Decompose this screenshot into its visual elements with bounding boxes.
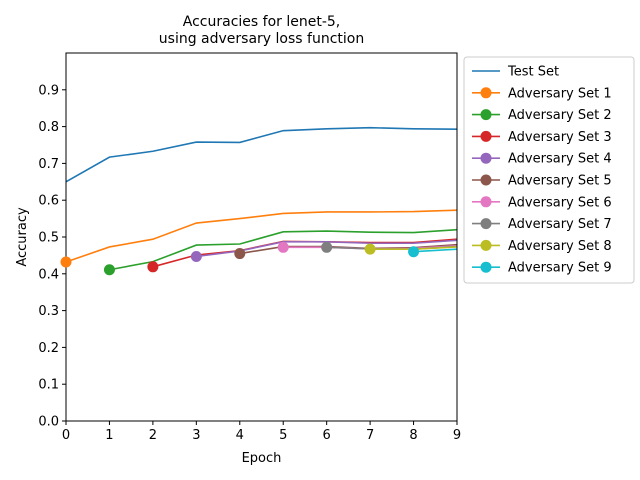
x-tick-label: 6: [323, 428, 331, 443]
legend-label: Adversary Set 3: [508, 130, 612, 145]
series-line: [109, 228, 457, 271]
legend-item: Adversary Set 9: [472, 261, 612, 276]
chart-title: Accuracies for lenet-5,using adversary l…: [159, 14, 364, 47]
chart-title-line: Accuracies for lenet-5,: [183, 14, 340, 30]
legend-label: Adversary Set 2: [508, 108, 612, 123]
legend-label: Adversary Set 8: [508, 239, 612, 254]
legend-label: Adversary Set 9: [508, 261, 612, 276]
legend: Test Set Adversary Set 1 Adversary Set 2 Ad…: [463, 56, 635, 284]
y-tick-label: 0.5: [38, 231, 59, 246]
legend-marker: [480, 87, 492, 99]
legend-label: Adversary Set 5: [508, 174, 612, 189]
data-point: [190, 251, 202, 263]
plot-frame: [65, 52, 458, 422]
data-point: [321, 241, 333, 253]
chart-title-line: using adversary loss function: [159, 31, 364, 47]
legend-marker: [480, 218, 492, 230]
x-tick-label: 7: [366, 428, 374, 443]
series-line: [66, 126, 457, 183]
legend-label: Adversary Set 1: [508, 86, 612, 101]
legend-item: Adversary Set 8: [472, 239, 612, 254]
legend-item: Test Set: [472, 65, 559, 80]
data-point: [60, 256, 72, 268]
x-tick-label: 2: [149, 428, 157, 443]
x-tick-label: 4: [236, 428, 244, 443]
legend-marker: [480, 196, 492, 208]
x-axis-ticks: 0 1 2 3 4 5 6 7 8 9: [62, 421, 461, 443]
legend-label: Adversary Set 4: [508, 152, 612, 167]
legend-item: Adversary Set 7: [472, 217, 612, 232]
x-tick-label: 3: [192, 428, 200, 443]
y-axis-label: Accuracy: [15, 207, 30, 267]
series-line: [413, 248, 457, 253]
y-tick-label: 0.7: [38, 157, 59, 172]
legend-item: Adversary Set 2: [472, 108, 612, 123]
x-tick-label: 8: [409, 428, 417, 443]
legend-item: Adversary Set 5: [472, 174, 612, 189]
legend-item: Adversary Set 4: [472, 152, 612, 167]
x-axis-label: Epoch: [242, 451, 282, 466]
data-point: [103, 264, 115, 276]
legend-label: Adversary Set 6: [508, 195, 612, 210]
series-markers: [60, 241, 420, 276]
y-tick-label: 0.9: [38, 83, 59, 98]
data-point: [234, 248, 246, 260]
series-line: [66, 209, 457, 263]
legend-marker: [480, 174, 492, 186]
legend-marker: [480, 152, 492, 164]
x-tick-label: 5: [279, 428, 287, 443]
series-lines: [66, 126, 457, 271]
y-tick-label: 0.1: [38, 378, 59, 393]
x-tick-label: 1: [105, 428, 113, 443]
data-point: [147, 261, 159, 273]
y-tick-label: 0.2: [38, 341, 59, 356]
legend-item: Adversary Set 6: [472, 195, 612, 210]
legend-label: Test Set: [507, 65, 559, 80]
x-tick-label: 0: [62, 428, 70, 443]
y-axis-ticks: 0.0 0.1 0.2 0.3 0.4 0.5 0.6 0.7 0.8 0.9: [38, 83, 66, 430]
y-tick-label: 0.8: [38, 120, 59, 135]
y-tick-label: 0.4: [38, 267, 59, 282]
data-point: [277, 241, 289, 253]
x-tick-label: 9: [453, 428, 461, 443]
legend-marker: [480, 261, 492, 273]
legend-item: Adversary Set 1: [472, 86, 612, 101]
y-tick-label: 0.0: [38, 415, 59, 430]
legend-label: Adversary Set 7: [508, 217, 612, 232]
legend-marker: [480, 239, 492, 251]
data-point: [408, 246, 420, 258]
legend-marker: [480, 130, 492, 142]
data-point: [364, 243, 376, 255]
legend-marker: [480, 109, 492, 121]
y-tick-label: 0.3: [38, 304, 59, 319]
y-tick-label: 0.6: [38, 194, 59, 209]
legend-box: [463, 56, 635, 284]
legend-item: Adversary Set 3: [472, 130, 612, 145]
